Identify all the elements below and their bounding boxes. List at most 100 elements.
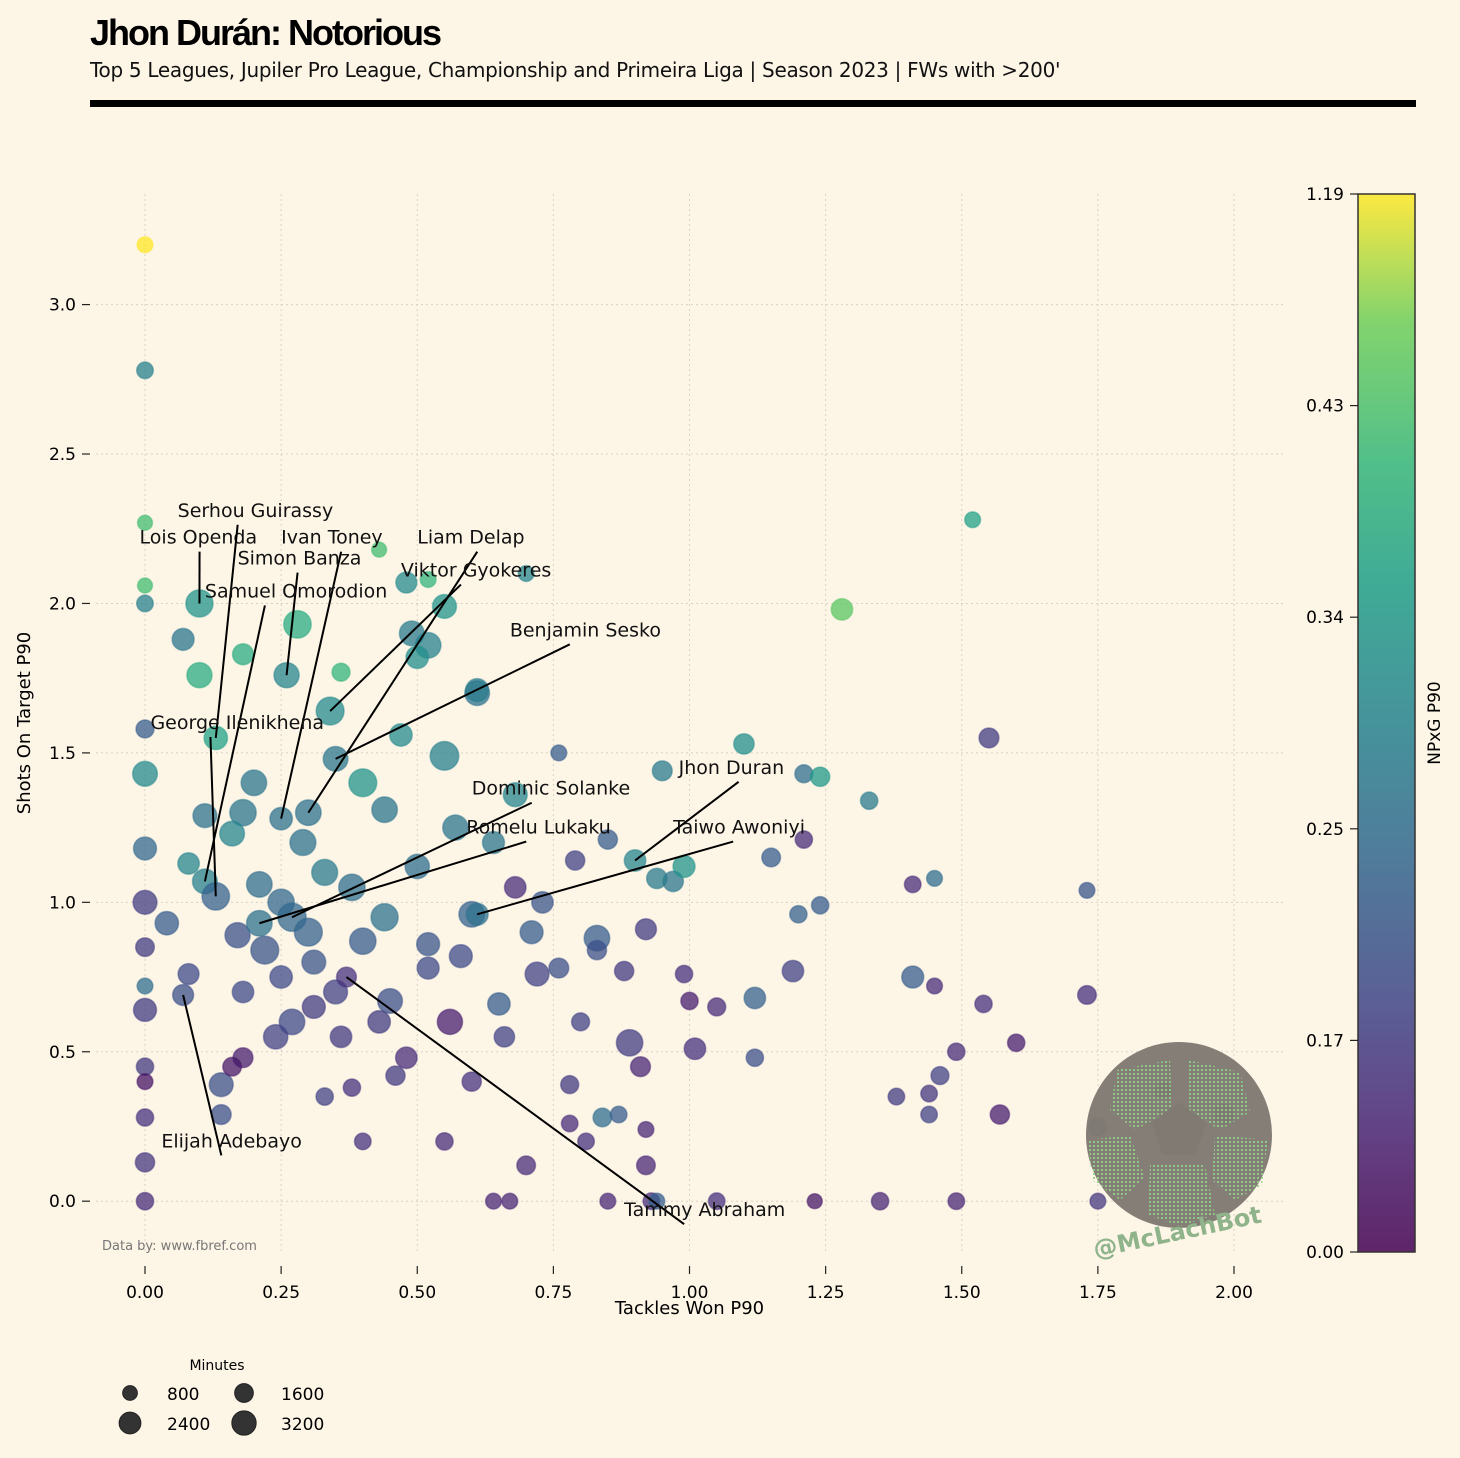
data-point — [135, 361, 155, 380]
colorbar-tick-label: 0.17 — [1306, 1031, 1344, 1051]
data-point — [732, 732, 755, 755]
data-point — [592, 1107, 613, 1128]
data-point — [947, 1192, 966, 1211]
data-point — [245, 870, 273, 898]
player-label: Samuel Omorodion — [205, 580, 387, 602]
data-point — [269, 965, 294, 990]
data-point — [577, 1132, 596, 1151]
points — [131, 236, 1235, 1211]
data-point — [1078, 881, 1096, 900]
y-tick-label: 1.5 — [49, 744, 76, 764]
size-legend-label: 2400 — [167, 1415, 210, 1435]
x-tick-label: 0.50 — [398, 1283, 436, 1303]
colorbar-label: NPxG P90 — [1425, 681, 1445, 765]
data-point — [925, 869, 944, 888]
data-point — [629, 1056, 652, 1078]
data-point — [920, 1105, 939, 1124]
data-point — [503, 875, 527, 899]
data-point — [794, 764, 814, 784]
source-note: Data by: www.fbref.com — [102, 1239, 257, 1254]
data-point — [809, 766, 831, 788]
y-tick-label: 2.0 — [49, 594, 76, 614]
annotation-leader-line — [280, 551, 343, 819]
x-tick-label: 1.25 — [807, 1283, 845, 1303]
data-point — [634, 917, 658, 941]
data-point — [761, 847, 782, 868]
player-label: Ivan Toney — [281, 527, 383, 549]
data-point — [674, 964, 694, 984]
data-point — [859, 791, 879, 811]
player-label: Tammy Abraham — [623, 1199, 785, 1221]
colorbar-tick-label: 0.34 — [1306, 608, 1344, 628]
data-point — [920, 1084, 939, 1103]
data-point — [171, 983, 195, 1007]
data-point — [436, 1008, 464, 1036]
data-point — [609, 1105, 628, 1124]
data-point — [177, 962, 200, 986]
chart-subtitle: Top 5 Leagues, Jupiler Pro League, Champ… — [90, 58, 1061, 82]
data-point — [810, 895, 830, 915]
title-divider — [90, 100, 1416, 107]
player-label: Serhou Guirassy — [178, 500, 334, 522]
data-point — [136, 514, 154, 531]
data-point — [548, 957, 570, 979]
data-point — [564, 850, 586, 871]
data-point — [635, 1155, 657, 1176]
x-axis-label: Tackles Won P90 — [614, 1298, 764, 1319]
data-point — [461, 1071, 483, 1093]
annotation-leader-line — [335, 643, 571, 760]
axes: 0.00 0.25 0.50 0.75 1.00 1.25 1.50 1.75 2.00 0.0 0… — [14, 296, 1253, 1319]
data-point — [706, 997, 727, 1017]
x-tick-label: 1.75 — [1079, 1283, 1117, 1303]
annotation-leader-line — [285, 572, 299, 676]
data-point — [586, 939, 608, 961]
data-point — [132, 836, 158, 861]
data-point — [978, 727, 1000, 749]
data-point — [615, 1028, 644, 1057]
data-point — [231, 980, 255, 1004]
data-point — [289, 828, 317, 857]
player-label: Romelu Lukaku — [466, 817, 611, 839]
data-point — [136, 977, 154, 995]
x-tick-label: 1.00 — [671, 1283, 709, 1303]
data-point — [192, 802, 218, 829]
data-point — [134, 937, 156, 958]
player-label: Elijah Adebayo — [161, 1130, 302, 1152]
player-label: Lois Openda — [140, 527, 258, 549]
data-point — [231, 643, 255, 666]
data-point — [870, 1191, 890, 1211]
annotation-leader-line — [291, 801, 533, 919]
data-point — [348, 768, 378, 798]
data-point — [229, 798, 257, 827]
data-point — [683, 1037, 707, 1061]
data-point — [135, 1191, 155, 1211]
chart-title: Jhon Durán: Notorious — [90, 12, 442, 53]
data-point — [516, 1155, 537, 1176]
x-tick-label: 1.50 — [943, 1283, 981, 1303]
player-label: Jhon Duran — [678, 757, 785, 779]
data-point — [1006, 1033, 1026, 1053]
data-point — [177, 851, 201, 875]
data-point — [395, 571, 418, 594]
player-label: Simon Banza — [238, 548, 362, 570]
player-label: Liam Delap — [417, 527, 524, 549]
data-point — [1089, 1192, 1107, 1210]
x-tick-label: 0.00 — [126, 1283, 164, 1303]
size-legend-label: 3200 — [281, 1415, 324, 1435]
data-point — [135, 1108, 155, 1127]
data-point — [154, 910, 180, 936]
data-point — [519, 919, 544, 945]
data-point — [337, 873, 366, 902]
y-tick-label: 2.5 — [49, 445, 76, 465]
x-tick-label: 0.75 — [534, 1283, 572, 1303]
data-point — [367, 1009, 392, 1034]
data-point — [903, 875, 922, 894]
player-label: Benjamin Sesko — [510, 619, 661, 641]
player-label: Taiwo Awoniyi — [672, 817, 805, 839]
data-point — [963, 511, 982, 529]
data-point — [597, 829, 619, 850]
data-point — [371, 796, 399, 824]
data-point — [745, 1048, 765, 1068]
y-tick-label: 3.0 — [49, 296, 76, 316]
data-point — [132, 997, 158, 1023]
